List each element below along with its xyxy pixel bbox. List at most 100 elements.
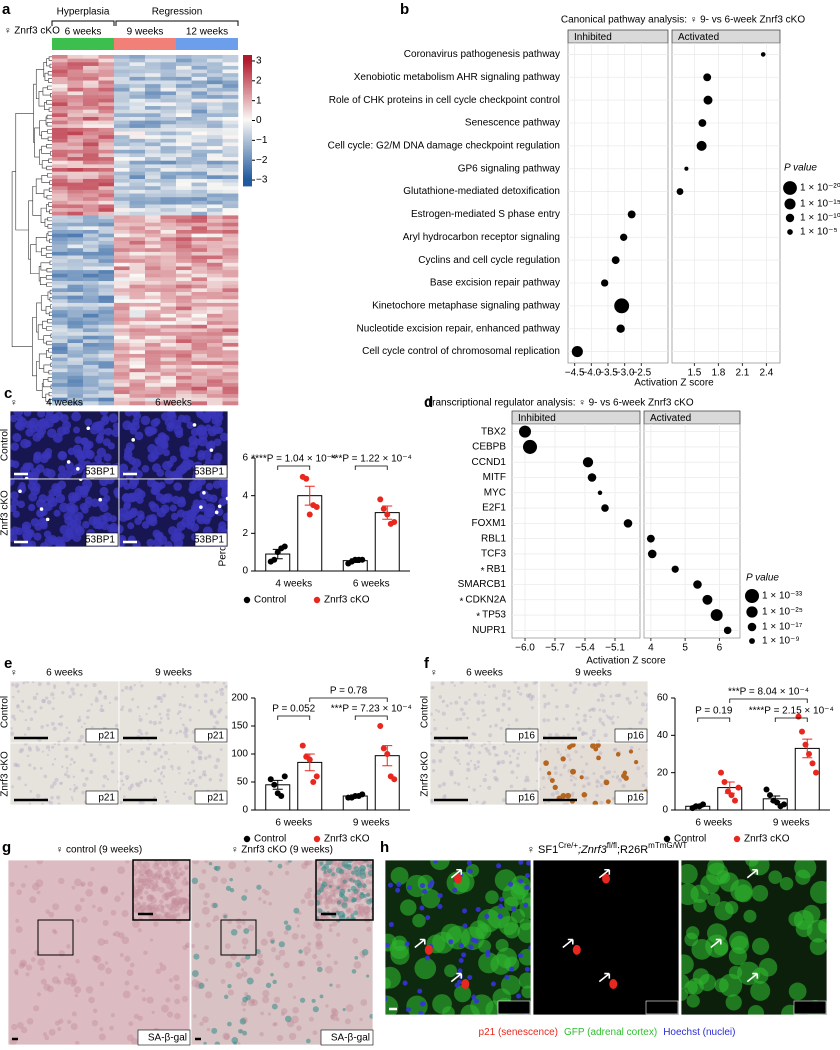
heatmap-cell xyxy=(52,59,68,63)
heatmap-cell xyxy=(192,70,208,74)
heatmap-cell xyxy=(52,139,68,143)
heatmap-cell xyxy=(68,318,84,322)
colorbar-tick-label: 0 xyxy=(256,115,262,126)
heatmap-cell xyxy=(223,179,239,183)
data-point xyxy=(781,801,787,807)
nucleus xyxy=(178,464,188,474)
nucleus xyxy=(196,408,204,416)
hoechst-nucleus xyxy=(403,981,408,986)
dendrogram-branch xyxy=(46,246,52,250)
speck xyxy=(442,782,446,786)
heatmap-cell xyxy=(176,143,192,147)
heatmap-cell xyxy=(99,387,115,391)
row-label: Znrf3 cKO xyxy=(420,751,431,797)
speck xyxy=(12,696,15,699)
heatmap-cell xyxy=(52,350,68,354)
speck xyxy=(72,799,74,801)
heatmap-cell xyxy=(99,354,115,358)
heatmap-cell xyxy=(207,204,223,208)
heatmap-cell xyxy=(130,328,146,332)
heatmap-cell xyxy=(130,77,146,81)
heatmap-cell xyxy=(99,121,115,125)
heatmap-cell xyxy=(161,321,177,325)
heatmap-cell xyxy=(223,194,239,198)
dendrogram-branch xyxy=(49,370,52,374)
heatmap-cell xyxy=(145,190,161,194)
dendrogram-branch xyxy=(42,175,50,182)
texture xyxy=(204,945,209,950)
nucleus xyxy=(25,428,33,436)
heatmap-cell xyxy=(130,121,146,125)
legend-dot xyxy=(746,606,757,617)
speck xyxy=(509,761,512,764)
heatmap-cell xyxy=(223,73,239,77)
texture xyxy=(178,867,181,870)
heatmap-cell xyxy=(52,277,68,281)
heatmap-cell xyxy=(68,387,84,391)
heatmap-cell xyxy=(68,106,84,110)
heatmap-cell xyxy=(114,157,130,161)
texture xyxy=(11,1024,17,1030)
blue-stain xyxy=(351,897,356,902)
texture xyxy=(139,905,145,911)
speck xyxy=(22,711,24,713)
heatmap-cell xyxy=(207,197,223,201)
speck xyxy=(556,748,559,751)
heatmap-cell xyxy=(207,259,223,263)
heatmap-cell xyxy=(68,354,84,358)
dendrogram-branch xyxy=(39,354,46,369)
heatmap-cell xyxy=(52,310,68,314)
heatmap-cell xyxy=(223,387,239,391)
speck xyxy=(597,681,601,685)
blue-stain xyxy=(362,884,366,888)
speck xyxy=(596,785,599,788)
speck xyxy=(572,792,575,795)
dendrogram-branch xyxy=(48,137,52,141)
blue-stain xyxy=(336,886,340,890)
heatmap-cell xyxy=(207,117,223,121)
heatmap-cell xyxy=(223,226,239,230)
heatmap-cell xyxy=(161,175,177,179)
speck xyxy=(189,706,192,709)
heatmap-cell xyxy=(192,288,208,292)
significance-bracket xyxy=(355,466,387,470)
heatmap-cell xyxy=(114,121,130,125)
heatmap-cell xyxy=(130,88,146,92)
heatmap-cell xyxy=(114,372,130,376)
blue-stain xyxy=(285,1016,292,1023)
positive-cell xyxy=(593,747,598,752)
hoechst-nucleus xyxy=(518,953,523,958)
heatmap-cell xyxy=(207,55,223,59)
heatmap-cell xyxy=(145,361,161,365)
speck xyxy=(501,719,504,722)
heatmap-cell xyxy=(99,113,115,117)
speck xyxy=(454,684,456,686)
heatmap-cell xyxy=(207,143,223,147)
heatmap-cell xyxy=(223,230,239,234)
heatmap-cell xyxy=(130,296,146,300)
speck xyxy=(121,689,124,692)
speck xyxy=(93,683,97,687)
dot xyxy=(624,519,633,528)
heatmap-cell xyxy=(130,102,146,106)
heatmap-cell xyxy=(83,113,99,117)
dendrogram-branch xyxy=(47,283,52,287)
texture xyxy=(277,1035,283,1041)
heatmap-cell xyxy=(83,325,99,329)
heatmap-cell xyxy=(176,190,192,194)
speck xyxy=(168,682,172,686)
category-label: MYC xyxy=(484,487,506,498)
heatmap-cell xyxy=(207,179,223,183)
heatmap-cell xyxy=(176,215,192,219)
speck xyxy=(81,726,83,728)
heatmap-cell xyxy=(161,303,177,307)
heatmap-cell xyxy=(83,369,99,373)
speck xyxy=(510,785,514,789)
texture xyxy=(10,949,16,955)
speck xyxy=(485,774,487,776)
cell xyxy=(406,996,427,1017)
dot xyxy=(598,491,603,496)
heatmap-cell xyxy=(99,318,115,322)
texture xyxy=(313,921,320,928)
speck xyxy=(630,746,633,749)
